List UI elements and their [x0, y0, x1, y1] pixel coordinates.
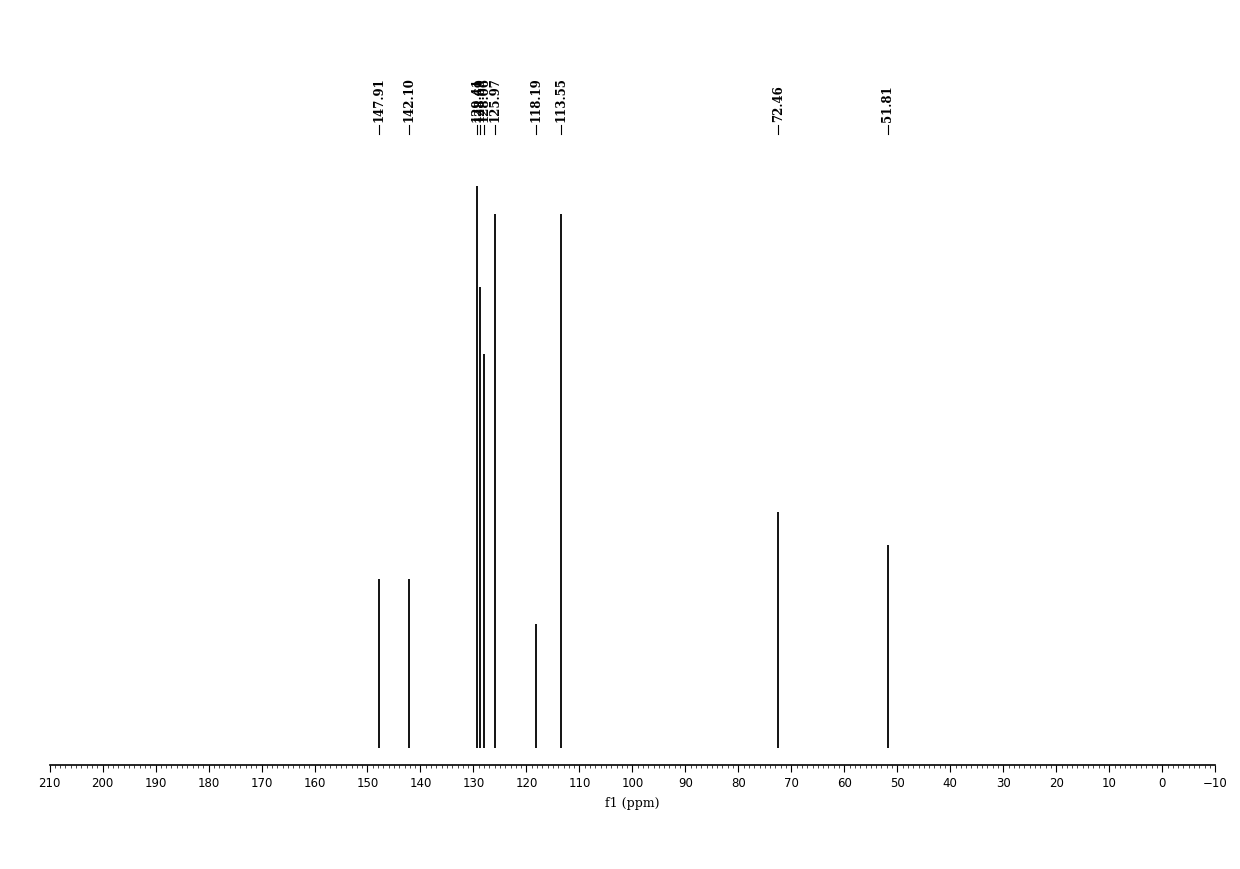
Text: 142.10: 142.10	[403, 76, 415, 122]
Text: 125.97: 125.97	[489, 76, 501, 122]
Text: 51.81: 51.81	[882, 85, 894, 122]
Text: 128.69: 128.69	[474, 76, 487, 122]
Text: 147.91: 147.91	[372, 77, 386, 122]
Text: 118.19: 118.19	[529, 77, 543, 122]
Text: 129.41: 129.41	[470, 76, 484, 122]
X-axis label: f1 (ppm): f1 (ppm)	[605, 796, 660, 809]
Text: 113.55: 113.55	[554, 76, 567, 122]
Text: 128.06: 128.06	[477, 76, 490, 122]
Text: 72.46: 72.46	[771, 85, 785, 122]
